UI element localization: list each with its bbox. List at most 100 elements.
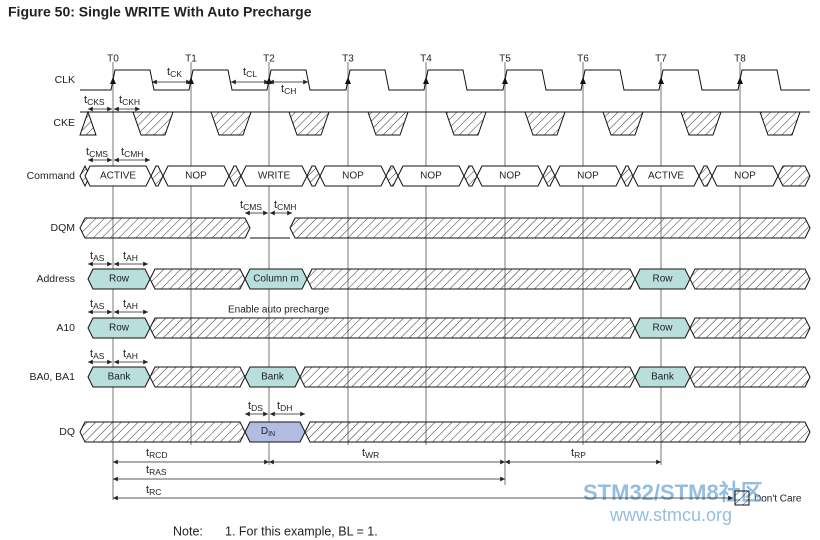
- signal-label: Address: [36, 273, 75, 285]
- timing-main: t: [362, 447, 365, 459]
- timing-sub: CMH: [124, 149, 143, 159]
- dont-care-region: [150, 165, 164, 187]
- timing-label: tAS: [90, 250, 105, 263]
- timing-label: tCK: [167, 66, 182, 79]
- a10-label: Row: [109, 323, 130, 334]
- dont-care-region: [299, 366, 636, 388]
- timing-label: tRC: [146, 484, 161, 497]
- timing-main: t: [146, 447, 149, 459]
- timing-label: tCMH: [274, 199, 296, 212]
- clk-edge-arrow: [502, 77, 508, 84]
- dq-sub: IN: [268, 431, 275, 438]
- dont-care-region: [79, 217, 251, 239]
- clock-label: T5: [499, 54, 511, 65]
- timing-main: t: [243, 66, 246, 78]
- dont-care-region: [149, 268, 246, 290]
- cke-dont-care: [367, 111, 409, 136]
- timing-sub: AS: [93, 301, 105, 311]
- dont-care-region: [149, 317, 636, 339]
- timing-sub: RAS: [149, 467, 167, 477]
- dont-care-region: [228, 165, 242, 187]
- bank-label: Bank: [108, 372, 132, 383]
- dont-care-region: [698, 165, 713, 187]
- timing-main: t: [121, 146, 124, 158]
- dont-care-region: [79, 421, 246, 443]
- clock-label: T2: [263, 54, 275, 65]
- command-label: NOP: [734, 171, 756, 182]
- dq-label: DIN: [261, 426, 275, 438]
- clock-label: T3: [342, 54, 354, 65]
- clock-label: T6: [577, 54, 589, 65]
- timing-label: tCMS: [86, 146, 108, 159]
- note-label: Note:: [173, 524, 203, 538]
- clk-waveform: [80, 69, 810, 91]
- clk-edge-arrow: [737, 77, 743, 84]
- cke-dont-care: [79, 110, 97, 136]
- clock-label: T7: [655, 54, 667, 65]
- timing-main: t: [90, 250, 93, 262]
- legend-swatch: [734, 490, 750, 506]
- timing-sub: CKS: [87, 97, 105, 107]
- signal-label: Command: [27, 170, 76, 182]
- address-label: Row: [109, 274, 130, 285]
- cke-dont-care: [759, 111, 801, 136]
- timing-label: tAH: [123, 298, 138, 311]
- command-label: WRITE: [258, 171, 291, 182]
- dont-care-region: [689, 366, 811, 388]
- timing-sub: CH: [284, 86, 296, 96]
- dont-care-region: [306, 165, 321, 187]
- annotation: Enable auto precharge: [228, 305, 330, 316]
- timing-label: tCKS: [84, 94, 105, 107]
- timing-main: t: [571, 447, 574, 459]
- signal-label: BA0, BA1: [29, 371, 75, 383]
- timing-main: t: [123, 348, 126, 360]
- dont-care-region: [304, 421, 811, 443]
- timing-main: t: [277, 400, 280, 412]
- command-label: NOP: [577, 171, 599, 182]
- timing-label: tCKH: [119, 94, 140, 107]
- timing-label: tAH: [123, 348, 138, 361]
- timing-label: tRCD: [146, 447, 167, 460]
- signal-label: CKE: [53, 117, 75, 129]
- timing-main: t: [274, 199, 277, 211]
- clk-edge-arrow: [345, 77, 351, 84]
- timing-main: t: [123, 298, 126, 310]
- timing-sub: CMH: [277, 202, 296, 212]
- timing-sub: CMS: [89, 149, 108, 159]
- timing-main: t: [90, 348, 93, 360]
- cke-dont-care: [210, 111, 252, 136]
- cke-dont-care: [288, 111, 330, 136]
- dont-care-region: [689, 317, 811, 339]
- figure-title: Figure 50: Single WRITE With Auto Precha…: [8, 4, 312, 20]
- timing-main: t: [119, 94, 122, 106]
- clock-label: T8: [734, 54, 746, 65]
- timing-label: tCL: [243, 66, 257, 79]
- timing-label: tCH: [281, 83, 296, 96]
- dont-care-region: [463, 165, 478, 187]
- command-label: NOP: [185, 171, 207, 182]
- cke-dont-care: [132, 111, 174, 136]
- timing-label: tRP: [571, 447, 586, 460]
- dont-care-region: [620, 165, 634, 187]
- clock-label: T1: [185, 54, 197, 65]
- clk-edge-arrow: [658, 77, 664, 84]
- bank-label: Bank: [261, 372, 285, 383]
- timing-label: tRAS: [146, 464, 167, 477]
- timing-sub: CMS: [243, 202, 262, 212]
- timing-main: t: [84, 94, 87, 106]
- timing-sub: WR: [365, 450, 379, 460]
- cke-dont-care: [680, 111, 722, 136]
- timing-sub: AS: [93, 351, 105, 361]
- dont-care-region: [149, 366, 246, 388]
- dont-care-region: [689, 268, 811, 290]
- clk-edge-arrow: [188, 77, 194, 84]
- signal-label: DQ: [59, 426, 75, 438]
- timing-main: t: [90, 298, 93, 310]
- timing-sub: AH: [126, 351, 138, 361]
- timing-main: t: [167, 66, 170, 78]
- watermark: www.stmcu.org: [609, 505, 732, 525]
- clock-label: T4: [420, 54, 432, 65]
- timing-sub: RC: [149, 487, 161, 497]
- address-label: Column m: [253, 274, 299, 285]
- note-text: 1. For this example, BL = 1.: [225, 524, 378, 538]
